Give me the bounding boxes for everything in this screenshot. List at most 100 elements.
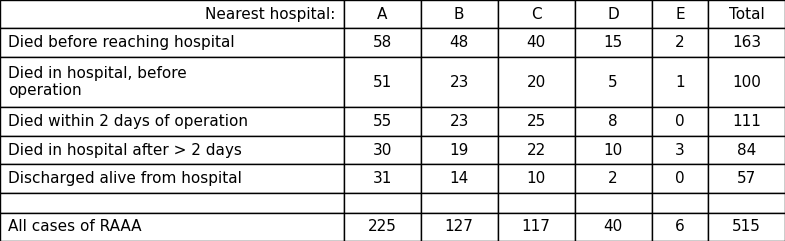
Text: 22: 22 — [527, 143, 546, 158]
Bar — [344, 164, 421, 193]
Text: 1: 1 — [675, 75, 685, 90]
Bar — [652, 57, 708, 107]
Bar — [708, 193, 785, 213]
Text: E: E — [675, 7, 685, 22]
Bar — [0, 28, 344, 57]
Bar — [708, 213, 785, 241]
Bar — [708, 57, 785, 107]
Bar — [708, 0, 785, 28]
Text: 127: 127 — [445, 219, 473, 234]
Bar — [0, 0, 344, 28]
Text: B: B — [454, 7, 465, 22]
Bar — [498, 28, 575, 57]
Bar — [498, 107, 575, 136]
Text: 23: 23 — [450, 75, 469, 90]
Bar — [708, 136, 785, 164]
Bar — [652, 107, 708, 136]
Text: All cases of RAAA: All cases of RAAA — [8, 219, 141, 234]
Bar — [652, 0, 708, 28]
Text: 100: 100 — [732, 75, 761, 90]
Bar — [421, 164, 498, 193]
Text: 2: 2 — [608, 171, 618, 186]
Text: 58: 58 — [373, 35, 392, 50]
Bar — [344, 0, 421, 28]
Bar — [498, 57, 575, 107]
Bar — [652, 164, 708, 193]
Bar — [0, 213, 344, 241]
Text: 51: 51 — [373, 75, 392, 90]
Text: 225: 225 — [367, 219, 396, 234]
Text: 117: 117 — [522, 219, 550, 234]
Bar — [421, 28, 498, 57]
Text: 3: 3 — [675, 143, 685, 158]
Bar — [575, 107, 652, 136]
Bar — [421, 136, 498, 164]
Text: 10: 10 — [527, 171, 546, 186]
Text: 0: 0 — [675, 114, 685, 129]
Text: 84: 84 — [737, 143, 756, 158]
Text: 25: 25 — [527, 114, 546, 129]
Text: 30: 30 — [372, 143, 392, 158]
Text: 40: 40 — [527, 35, 546, 50]
Text: 20: 20 — [527, 75, 546, 90]
Text: 14: 14 — [450, 171, 469, 186]
Bar — [708, 107, 785, 136]
Bar — [421, 193, 498, 213]
Text: 5: 5 — [608, 75, 618, 90]
Text: 2: 2 — [675, 35, 685, 50]
Text: 0: 0 — [675, 171, 685, 186]
Bar — [344, 193, 421, 213]
Text: 31: 31 — [372, 171, 392, 186]
Bar — [575, 193, 652, 213]
Bar — [575, 213, 652, 241]
Text: A: A — [377, 7, 387, 22]
Bar — [344, 57, 421, 107]
Bar — [344, 28, 421, 57]
Bar — [421, 107, 498, 136]
Text: 10: 10 — [604, 143, 623, 158]
Bar — [575, 28, 652, 57]
Bar — [498, 0, 575, 28]
Bar — [652, 193, 708, 213]
Text: 40: 40 — [604, 219, 623, 234]
Bar — [575, 164, 652, 193]
Bar — [0, 136, 344, 164]
Text: Died within 2 days of operation: Died within 2 days of operation — [8, 114, 248, 129]
Text: 55: 55 — [373, 114, 392, 129]
Bar — [421, 213, 498, 241]
Text: 6: 6 — [675, 219, 685, 234]
Bar — [498, 193, 575, 213]
Bar — [708, 164, 785, 193]
Bar — [421, 0, 498, 28]
Text: 23: 23 — [450, 114, 469, 129]
Bar — [344, 213, 421, 241]
Text: C: C — [531, 7, 542, 22]
Text: 515: 515 — [732, 219, 761, 234]
Text: Nearest hospital:: Nearest hospital: — [206, 7, 336, 22]
Text: 57: 57 — [737, 171, 756, 186]
Bar — [575, 136, 652, 164]
Text: 8: 8 — [608, 114, 618, 129]
Bar — [575, 0, 652, 28]
Bar — [575, 57, 652, 107]
Bar — [344, 136, 421, 164]
Bar — [498, 164, 575, 193]
Bar — [498, 136, 575, 164]
Bar — [0, 193, 344, 213]
Text: D: D — [608, 7, 619, 22]
Text: 48: 48 — [450, 35, 469, 50]
Text: Discharged alive from hospital: Discharged alive from hospital — [8, 171, 242, 186]
Text: 163: 163 — [732, 35, 761, 50]
Text: 15: 15 — [604, 35, 623, 50]
Bar — [421, 57, 498, 107]
Text: Died before reaching hospital: Died before reaching hospital — [8, 35, 235, 50]
Text: Died in hospital, before
operation: Died in hospital, before operation — [8, 66, 187, 98]
Bar — [652, 28, 708, 57]
Bar — [344, 107, 421, 136]
Text: Total: Total — [728, 7, 765, 22]
Bar — [652, 213, 708, 241]
Bar — [0, 107, 344, 136]
Bar — [652, 136, 708, 164]
Bar — [0, 164, 344, 193]
Text: 111: 111 — [732, 114, 761, 129]
